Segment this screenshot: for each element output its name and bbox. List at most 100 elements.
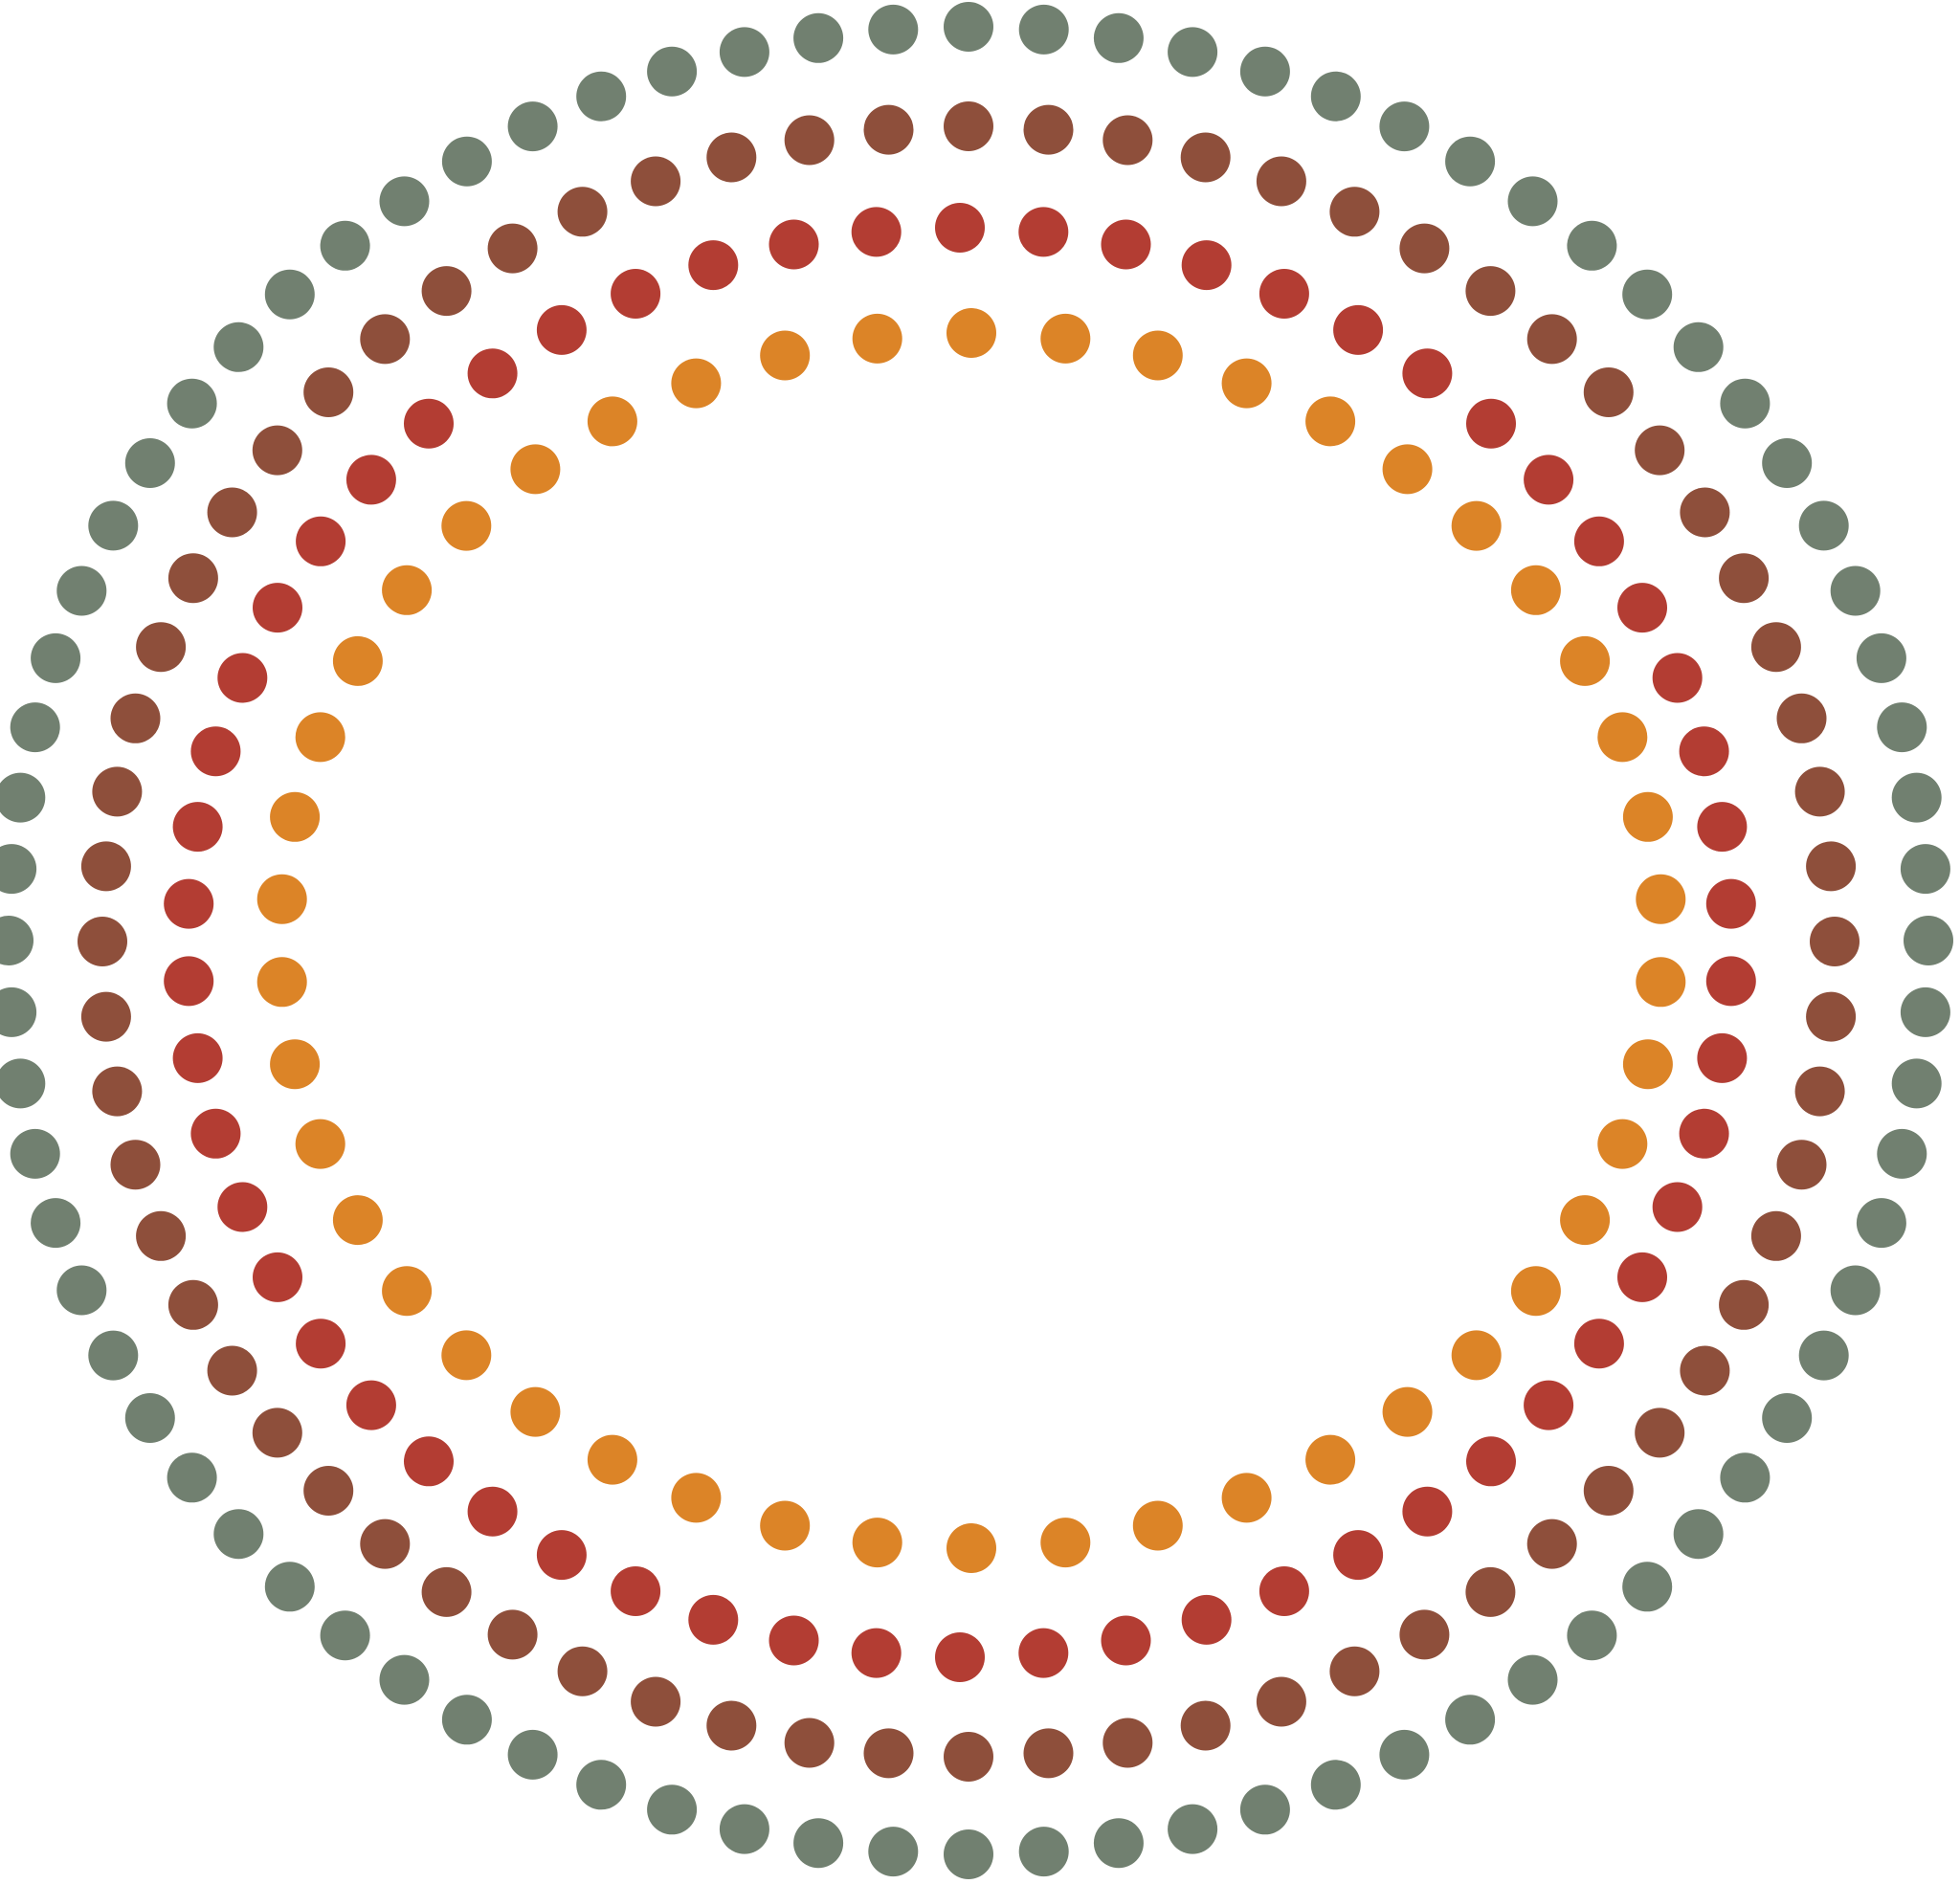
third-ring-dot [1333,304,1384,355]
second-ring-dot [1399,223,1450,274]
third-ring-dot [1181,1594,1232,1645]
second-ring-dot [1102,1718,1153,1768]
inner-ring-dot [852,313,902,364]
inner-ring-dot [1132,330,1183,381]
inner-ring-dot [1040,1518,1091,1568]
third-ring-dot [1652,1182,1703,1232]
second-ring-dot [1806,841,1857,892]
inner-ring-dot [671,1473,722,1523]
third-ring-dot [164,878,214,929]
third-ring-dot [1402,1486,1453,1537]
outer-ring-dot [379,176,430,227]
third-ring-dot [536,1530,587,1581]
outer-ring-dot [213,1509,264,1560]
second-ring-dot [863,1728,914,1779]
second-ring-dot [487,223,538,274]
inner-ring-dot [270,1039,321,1090]
third-ring-dot [1524,1380,1574,1430]
third-ring [164,203,1756,1682]
outer-ring-dot [1830,1265,1881,1316]
third-ring-dot [1018,1628,1069,1678]
outer-ring-dot [1018,1827,1069,1877]
third-ring-dot [1573,516,1624,566]
third-ring-dot [1466,398,1516,449]
third-ring-dot [1466,1436,1516,1487]
outer-ring-dot [264,269,315,320]
outer-ring-dot [1168,1804,1218,1854]
inner-ring-dot [1305,1434,1356,1485]
second-ring-dot [1102,115,1153,166]
outer-ring-dot [320,220,370,271]
second-ring-dot [1329,1646,1380,1696]
second-ring-dot [207,487,257,538]
second-ring-dot [557,1646,608,1696]
outer-ring-dot [1900,986,1950,1037]
inner-ring-dot [256,874,307,924]
inner-ring-dot [510,1386,561,1437]
second-ring-dot [1180,132,1231,183]
inner-ring-dot [947,1523,996,1573]
second-ring-dot [487,1609,538,1660]
second-ring-dot [1526,314,1577,365]
outer-ring-dot [0,772,46,823]
second-ring-dot [80,841,131,892]
outer-ring-dot [379,1654,430,1705]
second-ring-dot [136,1210,187,1261]
outer-ring-dot [441,1695,492,1745]
outer-ring-dot [1900,844,1950,895]
third-ring-dot [611,269,661,319]
third-ring-dot [345,454,396,505]
third-ring-dot [345,1380,396,1430]
third-ring-dot [1705,878,1756,929]
outer-ring-dot [1445,136,1496,187]
outer-ring-dot [1507,1654,1558,1705]
second-ring-dot [1256,1676,1306,1727]
third-ring-dot [217,1182,268,1232]
second-ring-dot [863,104,914,155]
second-ring-dot [1023,104,1074,155]
outer-ring-dot [1310,1760,1361,1810]
second-ring-dot [1329,187,1380,237]
outer-ring-dot [213,321,264,372]
third-ring-dot [217,653,268,703]
third-ring-dot [1697,802,1748,853]
third-ring-dot [1697,1032,1748,1083]
third-ring-dot [296,1319,346,1369]
third-ring-dot [1333,1530,1384,1581]
second-ring-dot [207,1345,257,1396]
third-ring-dot [467,348,518,399]
outer-ring-dot [1239,46,1290,97]
second-ring-dot [78,917,127,966]
second-ring-dot [706,1700,757,1751]
outer-ring-dot [647,1784,698,1835]
inner-ring-dot [1622,1039,1673,1090]
third-ring-dot [1402,348,1453,399]
inner-ring-dot [760,1500,811,1551]
inner-ring-dot [1597,712,1648,763]
inner-ring-dot [852,1518,902,1568]
inner-ring-dot [332,1195,383,1246]
outer-ring-dot [88,500,139,551]
outer-ring-dot [264,1562,315,1612]
third-ring-dot [253,1252,302,1302]
second-ring-dot [1465,1566,1516,1617]
second-ring-dot [1776,1140,1827,1190]
outer-ring-dot [507,1729,558,1780]
inner-ring-dot [510,444,561,495]
second-ring-dot [303,1466,354,1516]
outer-ring-dot [1622,269,1673,320]
inner-ring [256,308,1686,1573]
third-ring-dot [1181,240,1232,291]
inner-ring-dot [1510,565,1561,615]
third-ring-dot [1679,726,1729,777]
inner-ring-dot [295,1119,345,1169]
third-ring-dot [1617,1252,1667,1302]
outer-ring-dot [1168,27,1218,78]
second-ring-dot [1023,1728,1074,1779]
outer-ring-dot [1904,916,1953,965]
third-ring-dot [1018,207,1069,257]
second-ring-dot [944,1732,993,1782]
third-ring-dot [851,207,902,257]
second-ring-dot [1635,1407,1685,1458]
outer-ring-dot [1673,321,1724,372]
